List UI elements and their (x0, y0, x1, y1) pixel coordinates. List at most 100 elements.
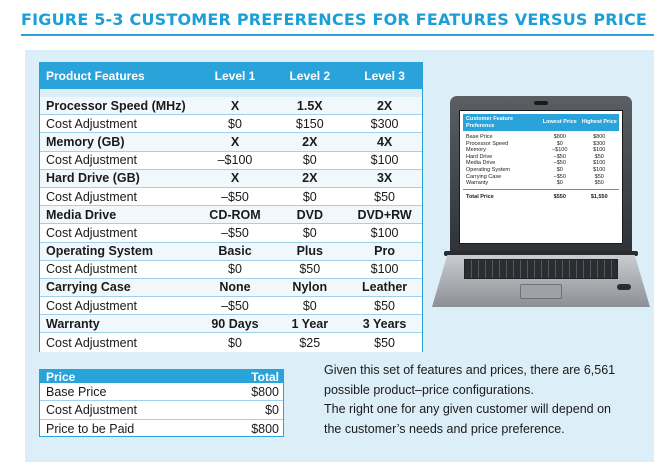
cost-adjustment-row: Cost Adjustment $0 $150 $300 (40, 115, 422, 134)
screen-row-label: Operating System (466, 166, 511, 173)
row-label: Cost Adjustment (46, 153, 138, 168)
screen-table-row: Operating System $0 $100 (463, 167, 619, 174)
figure-title: FIGURE 5-3 CUSTOMER PREFERENCES FOR FEAT… (21, 10, 648, 29)
level-1-value: $0 (228, 335, 242, 350)
level-3-value: $50 (374, 335, 396, 350)
level-1-value: X (230, 98, 240, 113)
screen-row-label: Base Price (466, 134, 493, 140)
level-2-value: 2X (302, 134, 318, 149)
screen-table-row: Processor Speed $0 $300 (463, 141, 619, 148)
level-2-value: Plus (296, 244, 323, 259)
screen-row-lowest: –$50 (553, 173, 566, 180)
screen-row-label: Hard Drive (466, 153, 493, 160)
level-1-value: X (230, 134, 240, 149)
level-1-value: Basic (218, 244, 252, 259)
level-2-value: $0 (302, 298, 317, 313)
level-2-value: 2X (302, 171, 318, 186)
price-row: Cost Adjustment $0 (40, 401, 283, 420)
feature-row: Carrying Case None Nylon Leather (40, 278, 422, 298)
level-3-value: $100 (370, 225, 399, 240)
header-spacer (40, 89, 422, 97)
level-2-value: Nylon (292, 280, 328, 295)
screen-header-preference: Customer Feature Preference (466, 115, 514, 129)
laptop-keyboard (464, 259, 618, 279)
laptop-touchpad (520, 284, 562, 299)
row-label: Processor Speed (MHz) (46, 98, 186, 113)
row-label: Memory (GB) (46, 134, 125, 149)
row-label: Cost Adjustment (46, 189, 138, 204)
laptop-hinge (444, 251, 638, 256)
caption-line: The right one for any given customer wil… (324, 402, 611, 416)
screen-row-lowest: $0 (556, 166, 563, 173)
header-level-3: Level 3 (364, 69, 405, 83)
cost-adjustment-row: Cost Adjustment –$50 $0 $100 (40, 224, 422, 243)
level-3-value: $50 (374, 298, 396, 313)
feature-row: Hard Drive (GB) X 2X 3X (40, 169, 422, 188)
cost-adjustment-row: Cost Adjustment $0 $50 $100 (40, 260, 422, 279)
level-2-value: $150 (295, 116, 324, 131)
price-table: Price Total Base Price $800 Cost Adjustmen… (39, 369, 284, 437)
level-1-value: –$50 (221, 225, 249, 240)
screen-table-row: Memory –$100 $100 (463, 147, 619, 154)
level-2-value: $0 (302, 153, 317, 168)
price-row-value: $800 (251, 421, 279, 436)
screen-row-label: Processor Speed (466, 140, 509, 147)
level-3-value: 4X (376, 134, 393, 149)
level-3-value: $300 (370, 116, 399, 131)
cost-adjustment-row: Cost Adjustment –$50 $0 $50 (40, 297, 422, 316)
laptop-illustration: Customer Feature Preference Lowest Price… (432, 96, 650, 311)
level-1-value: CD-ROM (209, 207, 261, 222)
product-features-table: Product Features Level 1 Level 2 Level 3… (39, 62, 423, 352)
price-row-label: Price to be Paid (46, 421, 135, 436)
price-row-label: Base Price (46, 384, 107, 399)
screen-row-highest: $50 (594, 173, 604, 180)
screen-row-highest: $50 (594, 153, 604, 160)
cost-adjustment-row: Cost Adjustment $0 $25 $50 (40, 333, 422, 352)
screen-row-highest: $100 (593, 160, 606, 167)
level-3-value: Leather (362, 280, 408, 295)
screen-row-highest: $100 (593, 147, 606, 154)
screen-row-highest: $300 (593, 140, 606, 147)
cost-adjustment-row: Cost Adjustment –$50 $0 $50 (40, 187, 422, 207)
screen-table-row: Base Price $800 $800 (463, 134, 619, 141)
price-row-value: $0 (265, 402, 279, 417)
level-2-value: 1 Year (291, 316, 329, 331)
header-level-2: Level 2 (289, 69, 331, 83)
feature-row: Memory (GB) X 2X 4X (40, 133, 422, 152)
row-label: Cost Adjustment (46, 298, 138, 313)
screen-header-lowest: Lowest Price (542, 119, 577, 125)
screen-row-highest: $50 (594, 180, 604, 187)
screen-row-lowest: –$50 (553, 160, 566, 167)
row-label: Operating System (46, 244, 153, 259)
screen-row-highest: $100 (593, 166, 606, 173)
header-product-features: Product Features (46, 69, 145, 83)
screen-table-row: Hard Drive –$50 $50 (463, 154, 619, 161)
price-row: Price to be Paid $800 (40, 420, 283, 438)
header-price: Price (46, 369, 76, 384)
features-table-body: Processor Speed (MHz) X 1.5X 2X Cost Adjustm… (40, 97, 422, 352)
price-table-body: Base Price $800 Cost Adjustment $0 Price to … (40, 383, 283, 438)
level-1-value: $0 (228, 262, 242, 277)
level-1-value: –$50 (221, 298, 249, 313)
caption-line: possible product–price configurations. (324, 382, 534, 397)
screen-total-highest: $1,550 (590, 193, 608, 200)
header-level-1: Level 1 (214, 69, 256, 83)
row-label: Warranty (46, 316, 100, 331)
title-rule (21, 34, 654, 36)
screen-row-lowest: $800 (553, 134, 566, 140)
level-2-value: $0 (302, 189, 317, 204)
screen-table-body: Base Price $800 $800 Processor Speed $0 $300 M… (463, 131, 619, 187)
row-label: Cost Adjustment (46, 335, 138, 350)
level-2-value: $50 (299, 262, 321, 277)
screen-total-label: Total Price (466, 193, 494, 200)
screen-table-header: Customer Feature Preference Lowest Price… (463, 114, 619, 131)
price-row-label: Cost Adjustment (46, 402, 138, 417)
level-3-value: 3X (376, 171, 393, 186)
screen-total-row: Total Price $550 $1,550 (463, 194, 619, 201)
row-label: Cost Adjustment (46, 225, 138, 240)
level-2-value: 1.5X (296, 98, 323, 113)
level-3-value: DVD+RW (357, 207, 412, 222)
screen-header-highest: Highest Price (581, 119, 617, 125)
laptop-lid: Customer Feature Preference Lowest Price… (450, 96, 632, 252)
screen-table-row: Carrying Case –$50 $50 (463, 174, 619, 181)
